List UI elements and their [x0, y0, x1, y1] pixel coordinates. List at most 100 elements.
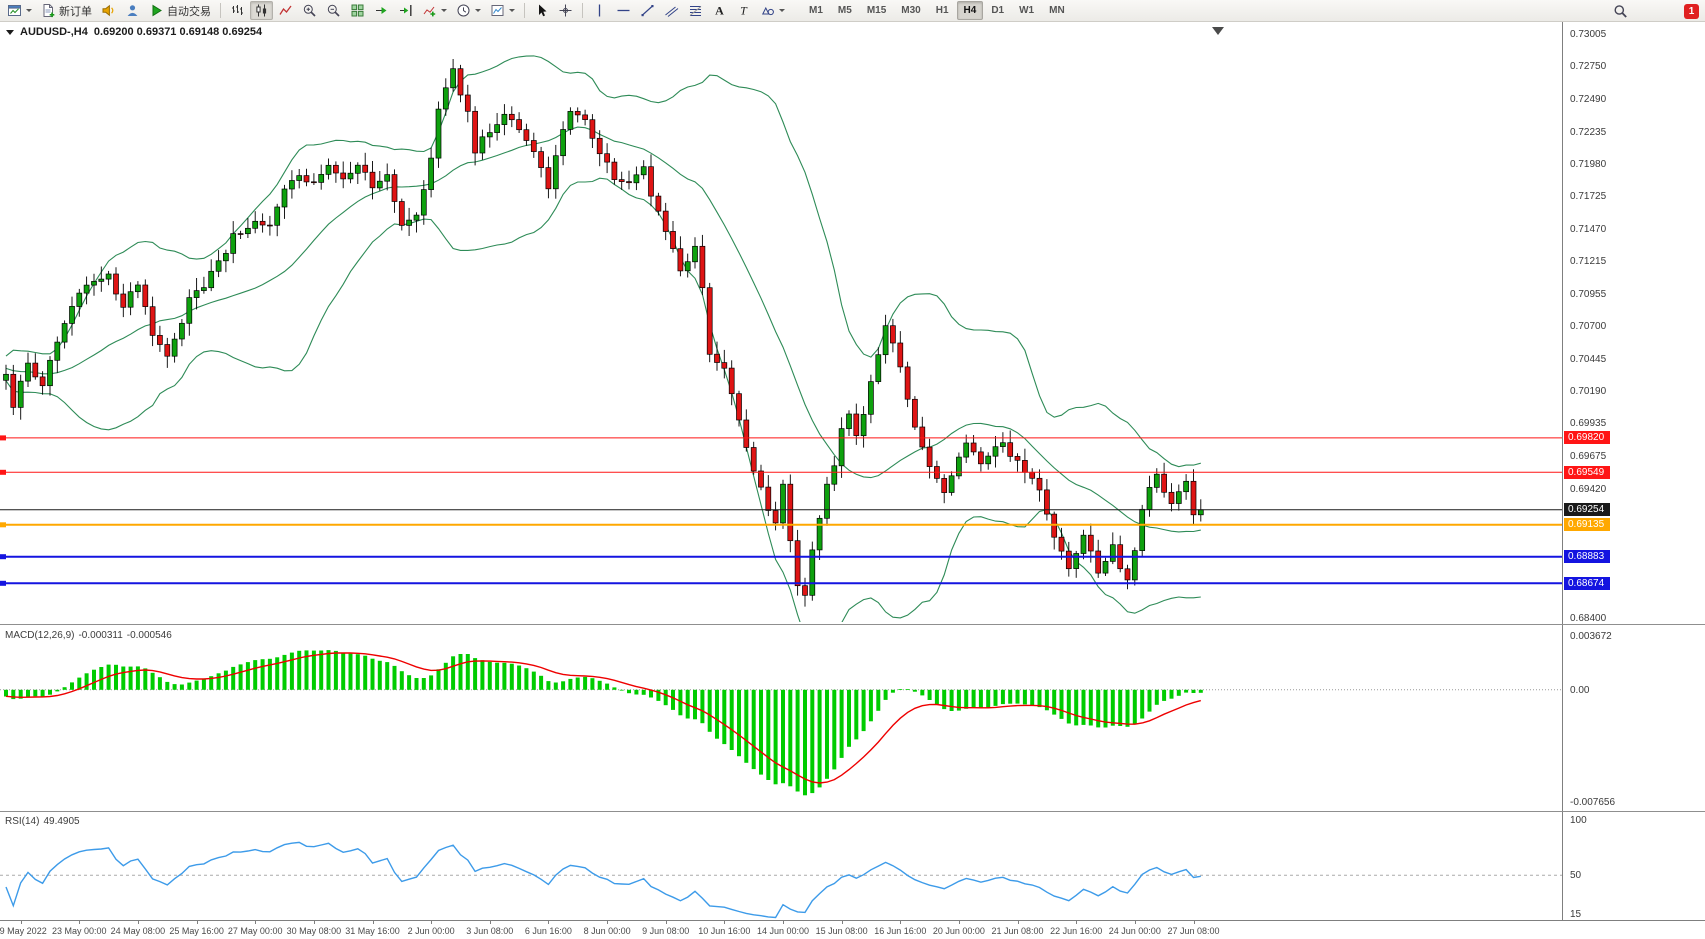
zoom-in-button[interactable]: [298, 1, 321, 20]
macd-panel[interactable]: MACD(12,26,9) -0.000311 -0.000546: [0, 628, 1562, 808]
shapes-tool-button[interactable]: [756, 1, 789, 20]
text-icon: A: [712, 3, 727, 18]
time-axis-tick: [548, 921, 550, 924]
macd-axis-label: -0.007656: [1570, 797, 1616, 808]
timeframe-m5[interactable]: M5: [837, 5, 852, 16]
profile-icon: [125, 3, 140, 18]
toolbar-right: 1: [1609, 0, 1699, 22]
rsi-line: [5, 841, 1201, 919]
label-tool-button[interactable]: T: [732, 1, 755, 20]
autotrade-button[interactable]: 自动交易: [145, 1, 215, 20]
hline-tool-button[interactable]: [612, 1, 635, 20]
trendline-tool-button[interactable]: [636, 1, 659, 20]
chart-dropdown-arrow-icon[interactable]: [6, 29, 14, 35]
alerts-button[interactable]: [97, 1, 120, 20]
search-icon: [1613, 4, 1628, 19]
hline-left-marker: [0, 580, 6, 586]
price-axis-label: 0.68400: [1570, 613, 1607, 624]
macd-value-1: -0.000311: [78, 630, 123, 641]
chart-title: AUDUSD-,H4 0.69200 0.69371 0.69148 0.692…: [6, 26, 262, 38]
channel-tool-button[interactable]: [660, 1, 683, 20]
crosshair-tool-button[interactable]: [554, 1, 577, 20]
price-axis-label: 0.69420: [1570, 483, 1607, 495]
notification-badge[interactable]: 1: [1684, 3, 1699, 19]
price-axis-label: 0.71215: [1570, 256, 1607, 267]
price-badge-0.69549: 0.69549: [1564, 465, 1610, 479]
price-axis-label: 0.70700: [1570, 321, 1607, 333]
new-order-button[interactable]: 新订单: [37, 1, 96, 20]
panel-separator-macd-rsi[interactable]: [0, 811, 1705, 812]
rsi-svg: [0, 841, 1562, 919]
timeframe-h4[interactable]: H4: [956, 1, 984, 20]
periods-button[interactable]: [452, 1, 485, 20]
macd-svg: [0, 650, 1562, 796]
price-axis-label: 0.70445: [1570, 353, 1607, 365]
community-button[interactable]: [121, 1, 144, 20]
cursor-tool-button[interactable]: [530, 1, 553, 20]
cursor-icon: [534, 3, 549, 18]
time-axis-tick: [313, 921, 315, 924]
line-mode-button[interactable]: [274, 1, 297, 20]
tile-windows-button[interactable]: [346, 1, 369, 20]
fibonacci-tool-button[interactable]: [684, 1, 707, 20]
template-icon: [490, 3, 505, 18]
sound-icon: [101, 3, 116, 18]
rsi-panel[interactable]: RSI(14) 49.4905: [0, 814, 1562, 920]
time-axis-label: 15 Jun 08:00: [815, 926, 868, 936]
zoom-out-button[interactable]: [322, 1, 345, 20]
time-axis-label: 20 Jun 00:00: [932, 926, 985, 936]
timeframe-w1[interactable]: W1: [1019, 5, 1035, 16]
new-chart-button[interactable]: [3, 1, 36, 20]
price-axis-label: 0.69675: [1570, 451, 1607, 463]
symbol-timeframe-label: AUDUSD-,H4: [20, 26, 88, 38]
caret-down-icon: [441, 9, 447, 12]
text-tool-button[interactable]: A: [708, 1, 731, 20]
svg-text:T: T: [740, 4, 748, 18]
templates-button[interactable]: [486, 1, 519, 20]
time-axis-label: 25 May 16:00: [169, 926, 224, 936]
rsi-value: 49.4905: [43, 816, 80, 827]
indicators-button[interactable]: [418, 1, 451, 20]
toolbar: 新订单 自动交易 A T M1 M5 M15 M30 H1 H4 D1 W1 MN: [0, 0, 1705, 22]
panel-separator-price-macd[interactable]: [0, 624, 1705, 625]
trendline-icon: [640, 3, 655, 18]
timeframe-h1[interactable]: H1: [935, 5, 949, 16]
price-axis[interactable]: 0.73005 0.72750 0.72490 0.72235 0.71980 0.717…: [1562, 22, 1705, 920]
crosshair-icon: [558, 3, 573, 18]
bars-mode-button[interactable]: [226, 1, 249, 20]
timeframe-m1[interactable]: M1: [809, 5, 823, 16]
candlestick-icon: [254, 3, 269, 18]
time-axis-tick: [137, 921, 139, 924]
time-axis-label: 27 Jun 08:00: [1167, 926, 1220, 936]
caret-down-icon: [509, 9, 515, 12]
horizontal-lines: [0, 435, 1562, 586]
time-axis-label: 31 May 16:00: [345, 926, 400, 936]
label-icon: T: [736, 3, 751, 18]
fibonacci-icon: [688, 3, 703, 18]
timeframe-m30[interactable]: M30: [901, 5, 921, 16]
timeframe-d1[interactable]: D1: [991, 5, 1005, 16]
toolbar-separator: [220, 3, 221, 18]
toolbar-separator: [524, 3, 525, 18]
rsi-name: RSI(14): [5, 816, 40, 827]
hline-left-marker: [0, 435, 6, 441]
time-axis-tick: [1134, 921, 1136, 924]
candles-mode-button[interactable]: [250, 1, 273, 20]
search-button[interactable]: [1609, 2, 1632, 21]
auto-scroll-button[interactable]: [370, 1, 393, 20]
price-chart-panel[interactable]: AUDUSD-,H4 0.69200 0.69371 0.69148 0.692…: [0, 22, 1562, 622]
hline-left-marker: [0, 469, 6, 475]
timeframe-m15[interactable]: M15: [866, 5, 887, 16]
vline-tool-button[interactable]: [588, 1, 611, 20]
price-badge-0.69135: 0.69135: [1564, 518, 1610, 532]
line-chart-icon: [278, 3, 293, 18]
time-axis-label: 8 Jun 00:00: [583, 926, 631, 936]
shapes-icon: [760, 3, 775, 18]
chart-shift-marker-icon[interactable]: [1212, 27, 1224, 35]
time-axis-tick: [1193, 921, 1195, 924]
new-order-icon: [41, 3, 56, 18]
timeframe-mn[interactable]: MN: [1049, 5, 1065, 16]
time-axis-label: 3 Jun 08:00: [466, 926, 514, 936]
chart-shift-button[interactable]: [394, 1, 417, 20]
